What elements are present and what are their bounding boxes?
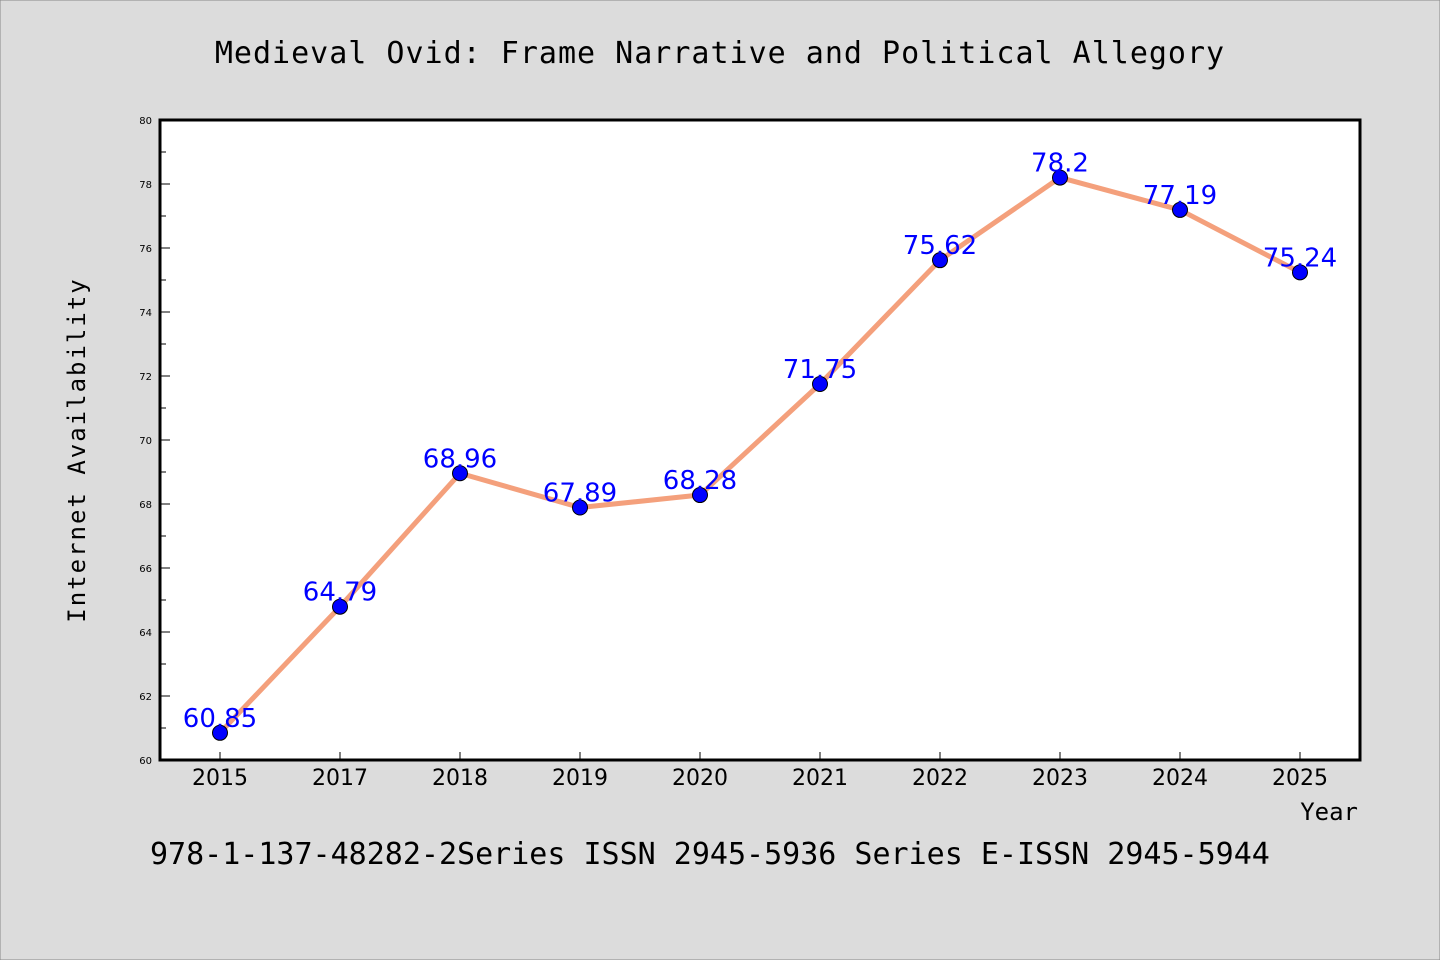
data-point: [812, 376, 828, 392]
x-tick-label: 2018: [432, 766, 488, 791]
chart-title: Medieval Ovid: Frame Narrative and Polit…: [215, 36, 1225, 71]
x-tick-label: 2024: [1152, 766, 1208, 791]
series-layer: [212, 169, 1308, 741]
data-point: [332, 598, 348, 615]
y-tick-label: 60: [139, 756, 152, 767]
data-point: [692, 487, 708, 504]
x-tick-label: 2019: [552, 766, 608, 791]
data-label: 68.28: [663, 466, 737, 496]
data-label: 77.19: [1143, 181, 1217, 211]
x-tick-label: 2023: [1032, 766, 1088, 791]
x-tick-label: 2020: [672, 766, 728, 791]
x-axis-label: Year: [1300, 798, 1358, 826]
footer-text: 978-1-137-48282-2Series ISSN 2945-5936 S…: [150, 837, 1270, 872]
x-tick-label: 2022: [912, 766, 968, 791]
y-tick-label: 76: [139, 244, 152, 255]
x-tick-label: 2017: [312, 766, 368, 791]
y-axis-ticks: 60 62 64 66 68 70 72 74 76 78 80: [139, 116, 170, 767]
data-point: [452, 465, 468, 482]
data-point: [572, 499, 588, 516]
y-tick-label: 64: [139, 628, 152, 639]
x-tick-label: 2015: [192, 766, 248, 791]
x-tick-label: 2025: [1272, 766, 1328, 791]
data-label: 67.89: [543, 479, 617, 509]
data-label: 78.2: [1031, 149, 1089, 179]
y-tick-label: 62: [139, 692, 152, 703]
data-label: 75.24: [1263, 243, 1337, 273]
y-tick-label: 70: [139, 436, 152, 447]
y-tick-label: 74: [139, 308, 152, 319]
data-label: 75.62: [903, 231, 977, 261]
data-label: 64.79: [303, 578, 377, 608]
y-tick-label: 72: [139, 372, 152, 383]
data-point: [212, 724, 228, 741]
data-labels: 60.85 64.79 68.96 67.89 68.28 71.75 75.62 78.2 7…: [183, 149, 1337, 734]
data-label: 71.75: [783, 355, 857, 385]
x-axis-ticks: 2015 2017 2018 2019 2020 2021 2022 2023 2024 2025: [192, 752, 1328, 791]
data-point: [932, 252, 948, 269]
data-label: 60.85: [183, 704, 257, 734]
y-tick-label: 68: [139, 500, 152, 511]
series-line: [217, 175, 1303, 736]
y-tick-label: 66: [139, 564, 152, 575]
data-label: 68.96: [423, 444, 497, 474]
y-tick-label: 78: [139, 180, 152, 191]
data-point: [1292, 264, 1308, 281]
y-tick-label: 80: [139, 116, 152, 127]
data-point: [1172, 201, 1188, 218]
data-point: [1052, 169, 1068, 186]
y-axis-label: Internet Availability: [63, 277, 91, 622]
x-tick-label: 2021: [792, 766, 848, 791]
